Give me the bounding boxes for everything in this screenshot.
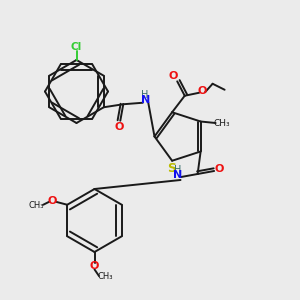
Text: CH₃: CH₃: [214, 119, 230, 128]
Text: H: H: [174, 165, 181, 176]
Text: N: N: [173, 170, 182, 180]
Text: S: S: [167, 162, 176, 175]
Text: CH₃: CH₃: [98, 272, 113, 281]
Text: O: O: [197, 86, 207, 96]
Text: O: O: [215, 164, 224, 175]
Text: O: O: [114, 122, 124, 132]
Text: Cl: Cl: [71, 42, 82, 52]
Text: H: H: [142, 90, 149, 100]
Text: O: O: [47, 196, 57, 206]
Text: O: O: [169, 71, 178, 81]
Text: CH₃: CH₃: [29, 201, 44, 210]
Text: N: N: [141, 95, 150, 105]
Text: O: O: [89, 261, 99, 272]
